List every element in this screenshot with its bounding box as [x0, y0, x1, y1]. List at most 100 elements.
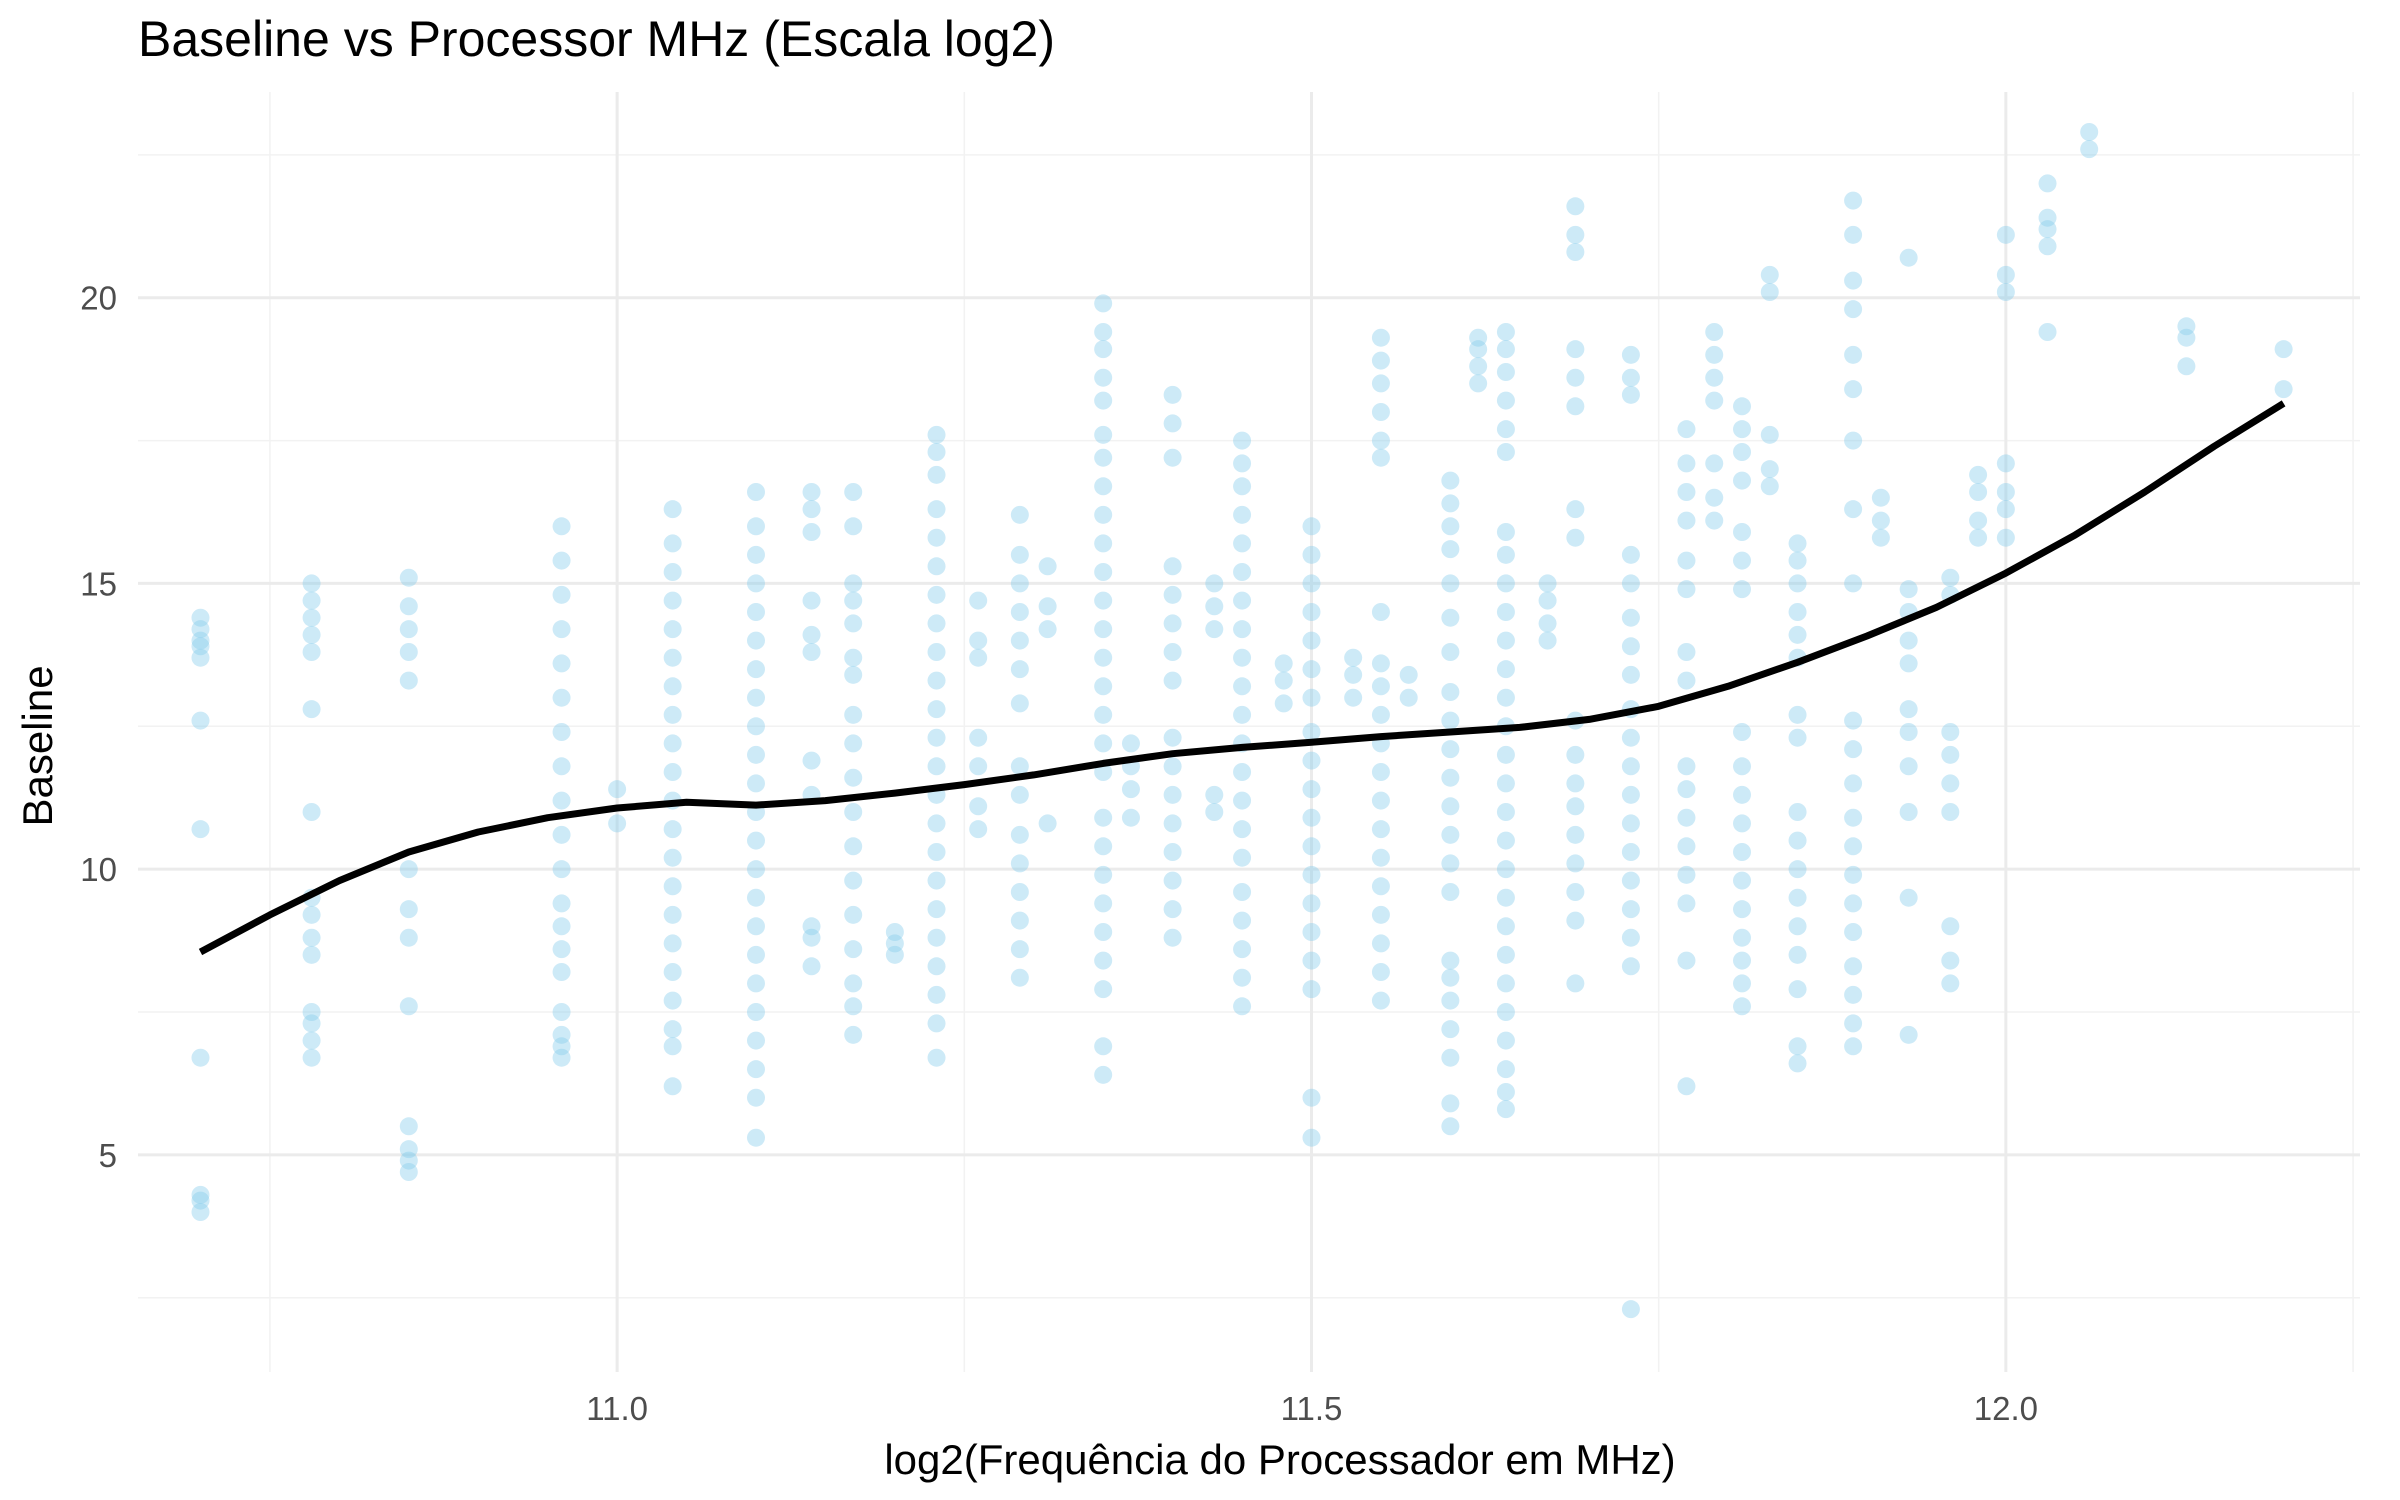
data-point [1469, 340, 1488, 359]
data-point [1844, 894, 1863, 913]
data-point [1677, 580, 1696, 599]
data-point [2274, 380, 2293, 399]
chart-title: Baseline vs Processor MHz (Escala log2) [138, 11, 1055, 67]
data-point [927, 843, 946, 861]
data-point [399, 568, 418, 587]
data-point [302, 591, 321, 610]
data-point [1538, 631, 1557, 650]
data-point [1371, 603, 1390, 621]
data-point [1496, 745, 1515, 764]
data-point [1788, 1037, 1807, 1056]
data-point [927, 871, 946, 890]
data-point [802, 523, 821, 541]
data-point [1094, 368, 1113, 387]
data-point [1844, 1014, 1863, 1033]
data-point [1094, 951, 1113, 970]
data-point [1733, 471, 1752, 490]
data-point [1302, 951, 1321, 970]
data-point [1371, 705, 1390, 724]
data-point [1496, 1083, 1515, 1101]
data-point [399, 860, 418, 879]
data-point [191, 637, 210, 656]
data-point [1760, 425, 1779, 444]
x-tick-label: 11.0 [586, 1390, 648, 1427]
data-point [552, 585, 571, 604]
data-point [1233, 911, 1252, 930]
data-point [1496, 574, 1515, 593]
data-point [1705, 391, 1724, 410]
data-point [1871, 511, 1890, 530]
data-point [1441, 951, 1460, 970]
data-point [1441, 683, 1460, 701]
data-point [1899, 888, 1918, 907]
data-point [1733, 900, 1752, 919]
data-point [1969, 465, 1988, 484]
data-point [1844, 1037, 1863, 1056]
data-point [663, 991, 682, 1010]
data-point [1233, 677, 1252, 696]
data-point [1677, 643, 1696, 661]
data-point [1677, 780, 1696, 799]
data-point [1302, 723, 1321, 741]
data-point [1941, 568, 1960, 587]
data-point [552, 688, 571, 707]
data-point [1302, 980, 1321, 999]
data-point [191, 631, 210, 650]
data-point [746, 888, 765, 907]
data-point [1496, 660, 1515, 679]
data-point [1899, 631, 1918, 650]
data-point [191, 1191, 210, 1210]
data-point [1010, 968, 1029, 987]
data-point [552, 620, 571, 639]
data-point [1038, 814, 1057, 833]
data-point [1302, 923, 1321, 941]
data-point [1677, 483, 1696, 501]
data-point [1010, 757, 1029, 776]
data-point [1441, 711, 1460, 730]
data-point [1094, 648, 1113, 667]
data-point [1733, 757, 1752, 776]
data-point [1094, 734, 1113, 753]
data-point [302, 643, 321, 661]
data-point [1677, 894, 1696, 913]
data-point [1844, 191, 1863, 210]
data-point [2177, 317, 2196, 336]
data-point [746, 860, 765, 879]
data-point [844, 803, 863, 821]
data-point [1163, 671, 1182, 690]
data-point [746, 1003, 765, 1021]
data-point [1469, 328, 1488, 347]
data-point [1496, 391, 1515, 410]
data-point [1302, 808, 1321, 827]
data-point [1038, 597, 1057, 616]
data-point [1621, 368, 1640, 387]
data-point [1163, 448, 1182, 467]
data-point [2080, 123, 2099, 141]
data-point [1496, 420, 1515, 439]
data-point [1469, 357, 1488, 376]
x-tick-label: 11.5 [1281, 1390, 1343, 1427]
data-point [802, 957, 821, 976]
data-point [927, 757, 946, 776]
data-point [399, 1151, 418, 1170]
data-point [1441, 574, 1460, 593]
data-point [1788, 888, 1807, 907]
data-point [1621, 900, 1640, 919]
data-point [1441, 494, 1460, 513]
data-point [663, 877, 682, 896]
data-point [1496, 340, 1515, 359]
data-point [1996, 528, 2015, 547]
data-point [1163, 785, 1182, 804]
data-point [885, 934, 904, 953]
data-point [969, 631, 988, 650]
x-tick-label: 12.0 [1974, 1390, 2038, 1427]
data-point [1344, 648, 1363, 667]
data-point [1441, 540, 1460, 559]
data-point [1899, 723, 1918, 741]
data-point [1302, 574, 1321, 593]
data-point [746, 688, 765, 707]
data-point [1496, 603, 1515, 621]
data-point [1899, 580, 1918, 599]
data-point [1094, 448, 1113, 467]
